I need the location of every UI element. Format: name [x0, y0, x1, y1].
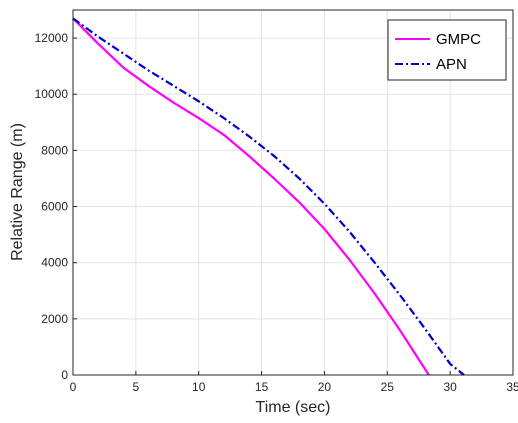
- series-layer: [72, 17, 465, 376]
- y-axis-label: Relative Range (m): [9, 123, 26, 261]
- x-tick-label: 15: [255, 380, 269, 394]
- legend-label-apn: APN: [436, 56, 467, 73]
- series-line-apn: [72, 17, 465, 376]
- y-tick-label: 2000: [41, 312, 68, 326]
- series-line-gmpc: [72, 17, 430, 376]
- y-tick-label: 0: [61, 368, 68, 382]
- x-tick-label: 35: [506, 380, 518, 394]
- x-tick-label: 20: [318, 380, 332, 394]
- y-tick-label: 12000: [35, 31, 69, 45]
- y-tick-label: 4000: [41, 256, 68, 270]
- y-tick-label: 6000: [41, 200, 68, 214]
- y-tick-label: 10000: [35, 87, 69, 101]
- x-tick-label: 5: [133, 380, 140, 394]
- legend-label-gmpc: GMPC: [436, 31, 481, 48]
- x-tick-label: 25: [381, 380, 395, 394]
- x-tick-label: 30: [443, 380, 457, 394]
- y-axis-ticks: 0 2000 4000 6000 8000 10000 12000: [35, 31, 77, 382]
- x-axis-label: Time (sec): [256, 399, 331, 416]
- x-tick-label: 0: [70, 380, 77, 394]
- x-axis-ticks: 0 5 10 15 20 25 30 35: [70, 371, 518, 394]
- legend-box: [387, 19, 507, 81]
- x-tick-label: 10: [192, 380, 206, 394]
- plot-frame: [72, 9, 514, 376]
- y-tick-label: 8000: [41, 143, 68, 157]
- legend: GMPC APN: [387, 19, 507, 81]
